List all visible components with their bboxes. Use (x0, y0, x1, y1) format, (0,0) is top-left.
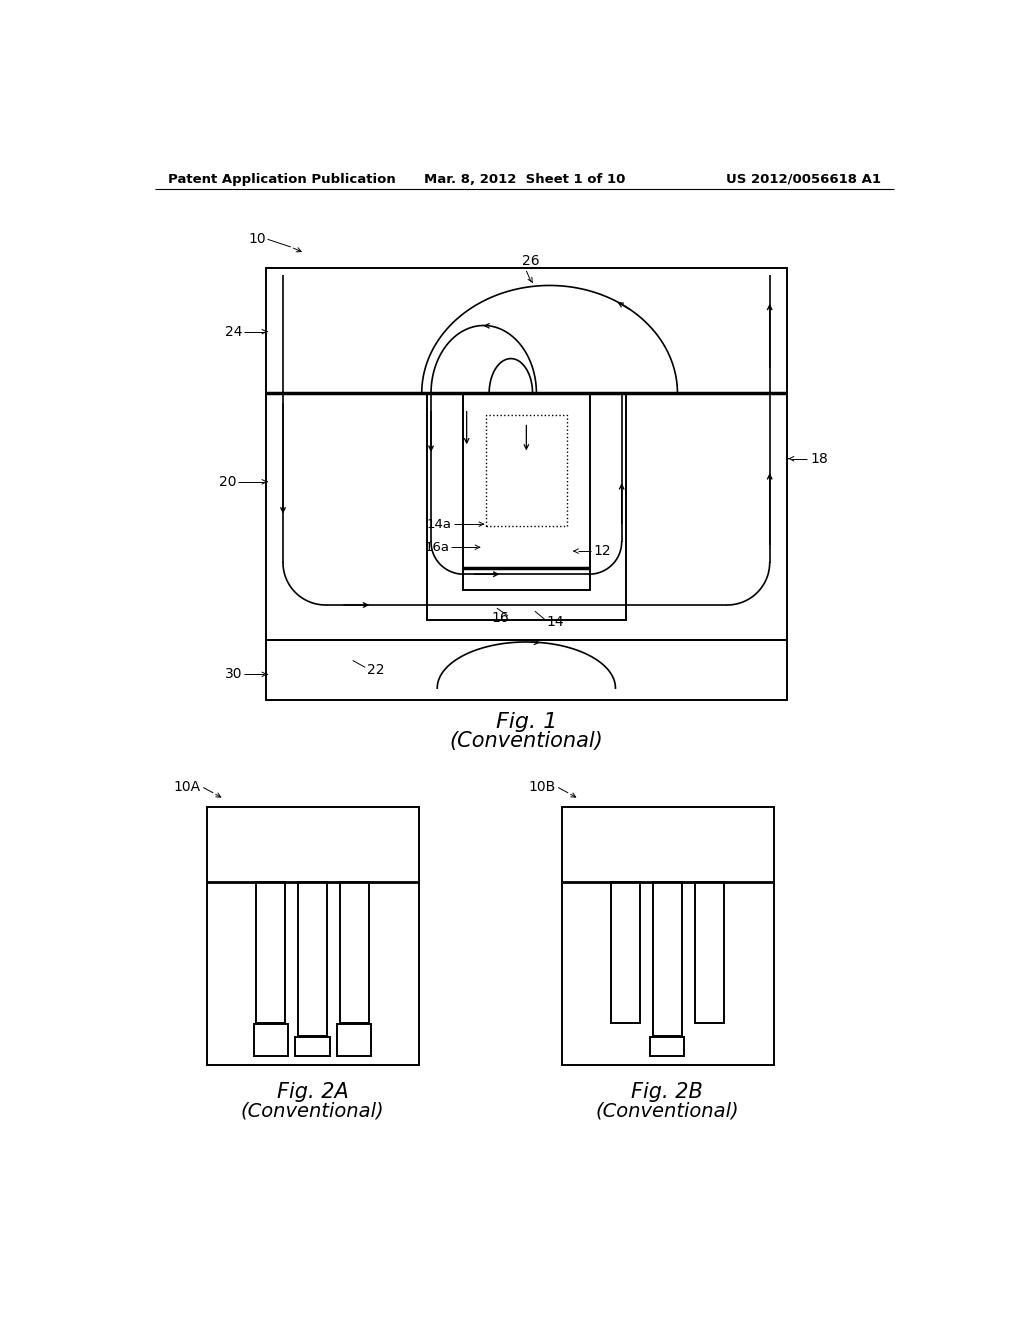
Text: 18: 18 (810, 451, 827, 466)
Bar (340, 882, 369, 1023)
Bar (266, 640, 786, 700)
Text: 30: 30 (225, 668, 243, 681)
Text: 20: 20 (219, 475, 237, 488)
Text: (Conventional): (Conventional) (450, 731, 603, 751)
Bar (266, 268, 786, 640)
Bar (611, 882, 640, 1023)
Text: Fig. 2B: Fig. 2B (632, 1081, 703, 1102)
Bar (256, 882, 286, 1023)
Text: Patent Application Publication: Patent Application Publication (168, 173, 396, 186)
Text: Mar. 8, 2012  Sheet 1 of 10: Mar. 8, 2012 Sheet 1 of 10 (424, 173, 626, 186)
Bar (486, 414, 566, 525)
Text: 16: 16 (492, 611, 509, 626)
Text: 16a: 16a (425, 541, 450, 554)
Text: (Conventional): (Conventional) (596, 1101, 739, 1121)
Text: Fig. 2A: Fig. 2A (276, 1081, 348, 1102)
Bar (463, 393, 590, 590)
Bar (694, 882, 724, 1023)
Bar (295, 1038, 330, 1056)
Text: 14a: 14a (427, 517, 452, 531)
Text: (Conventional): (Conventional) (241, 1101, 384, 1121)
Text: 14: 14 (547, 615, 564, 628)
Text: 10B: 10B (528, 780, 556, 795)
Bar (207, 807, 419, 1065)
Text: Fig. 1: Fig. 1 (496, 711, 557, 733)
Bar (298, 882, 328, 1036)
Bar (427, 393, 626, 620)
Text: 24: 24 (225, 325, 243, 339)
Text: 10: 10 (249, 232, 266, 247)
Text: US 2012/0056618 A1: US 2012/0056618 A1 (726, 173, 882, 186)
Bar (562, 807, 773, 1065)
Text: 12: 12 (593, 544, 610, 558)
Text: 26: 26 (521, 253, 540, 268)
Bar (650, 1038, 684, 1056)
Text: 22: 22 (367, 663, 384, 677)
Bar (254, 1024, 288, 1056)
Bar (337, 1024, 372, 1056)
Bar (652, 882, 682, 1036)
Text: 10A: 10A (174, 780, 201, 795)
